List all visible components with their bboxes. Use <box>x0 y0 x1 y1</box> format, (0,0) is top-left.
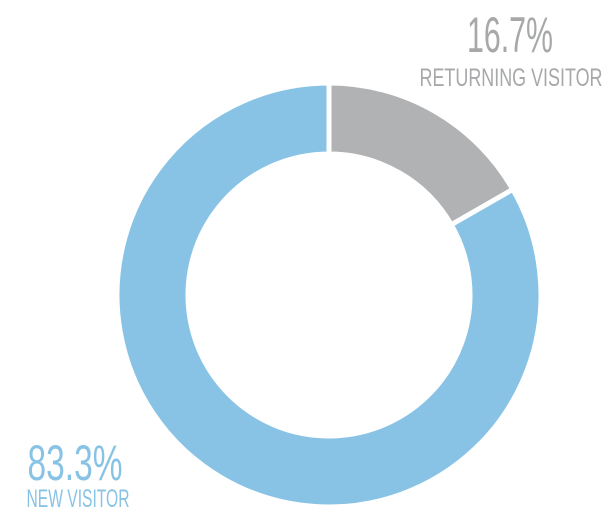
slices <box>114 80 544 510</box>
category-label: NEW VISITOR <box>27 485 130 513</box>
slice <box>114 80 544 510</box>
category-label: RETURNING VISITOR <box>420 64 603 92</box>
value-label: 16.7% <box>467 7 553 63</box>
value-label: 83.3% <box>28 435 123 491</box>
